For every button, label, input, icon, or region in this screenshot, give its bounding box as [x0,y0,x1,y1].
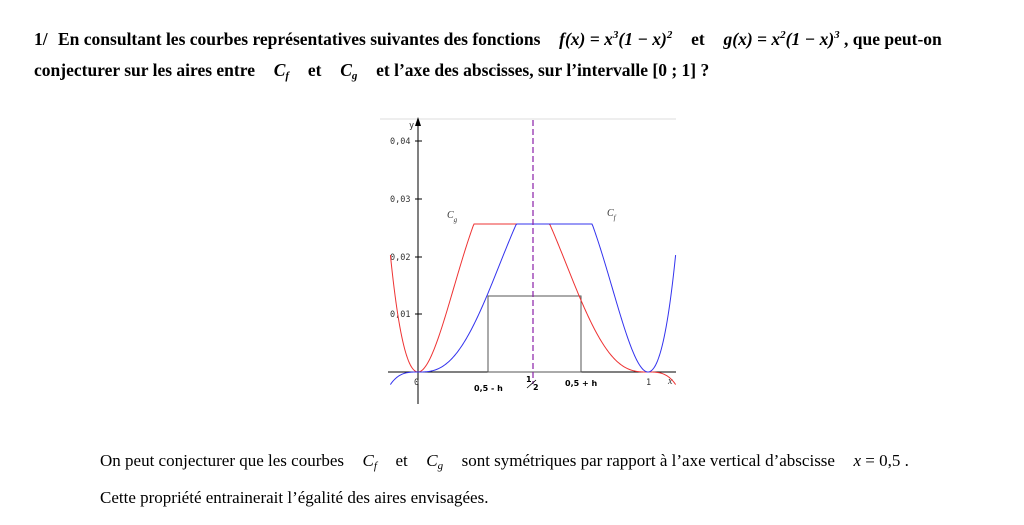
curves-plot: y x 0,04 0,03 0,02 0,01 Cg Cf 0 0,5 - h … [380,117,677,404]
answer-line-1: On peut conjecturer que les courbes Cf e… [100,445,1000,482]
answer-line-2: Cette propriété entrainerait l’égalité d… [100,488,489,507]
y-ticks: 0,04 0,03 0,02 0,01 [390,137,422,320]
x-tick-half-denominator: 2 [533,383,539,392]
f-formula: f(x) = x3(1 − x)2 [559,29,673,49]
origin-label: 0 [414,378,419,388]
x-tick-one: 1 [646,378,651,388]
x-axis-label: x [667,376,673,387]
y-tick-label: 0,04 [390,137,410,147]
question-connector: et [691,29,705,49]
answer-line1-end: sont symétriques par rapport à l’axe ver… [461,451,835,470]
x-tick-half-numerator: 1 [526,375,532,384]
y-tick-label: 0,02 [390,253,410,263]
y-axis-arrow [415,117,421,126]
answer-line1-mid: et [395,451,408,470]
x-tick-0.5+h: 0,5 + h [565,379,597,388]
question-number: 1/ [34,29,48,49]
answer-cg-symbol: Cg [426,451,444,472]
area-rectangle [487,295,582,373]
question-line2-mid: et [307,60,322,80]
question-line1-end: , que peut-on [844,29,942,49]
question-text: 1/ En consultant les courbes représentat… [34,20,1004,92]
g-formula: g(x) = x2(1 − x)3 [723,29,840,49]
cg-symbol: Cg [340,60,358,82]
cf-symbol: Cf [273,60,290,82]
curve-cg-label: Cg [447,210,458,224]
answer-line1-start: On peut conjecturer que les courbes [100,451,345,470]
answer-text: On peut conjecturer que les courbes Cf e… [100,445,1000,513]
question-line1-start: En consultant les courbes représentative… [58,29,541,49]
x-tick-half-slash [526,379,537,389]
x-tick-0.5-h: 0,5 - h [474,384,503,393]
question-line2-start: conjecturer sur les aires entre [34,60,255,80]
answer-cf-symbol: Cf [362,451,377,472]
curves-figure: y x 0,04 0,03 0,02 0,01 Cg Cf 0 0,5 - h … [380,114,680,404]
answer-equation: x = 0,5 . [853,451,909,470]
y-axis-label: y [409,121,414,131]
curve-cf-label: Cf [607,208,617,222]
y-tick-label: 0,01 [390,310,410,320]
question-line2-end: et l’axe des abscisses, sur l’intervalle… [376,60,710,80]
y-tick-label: 0,03 [390,195,410,205]
